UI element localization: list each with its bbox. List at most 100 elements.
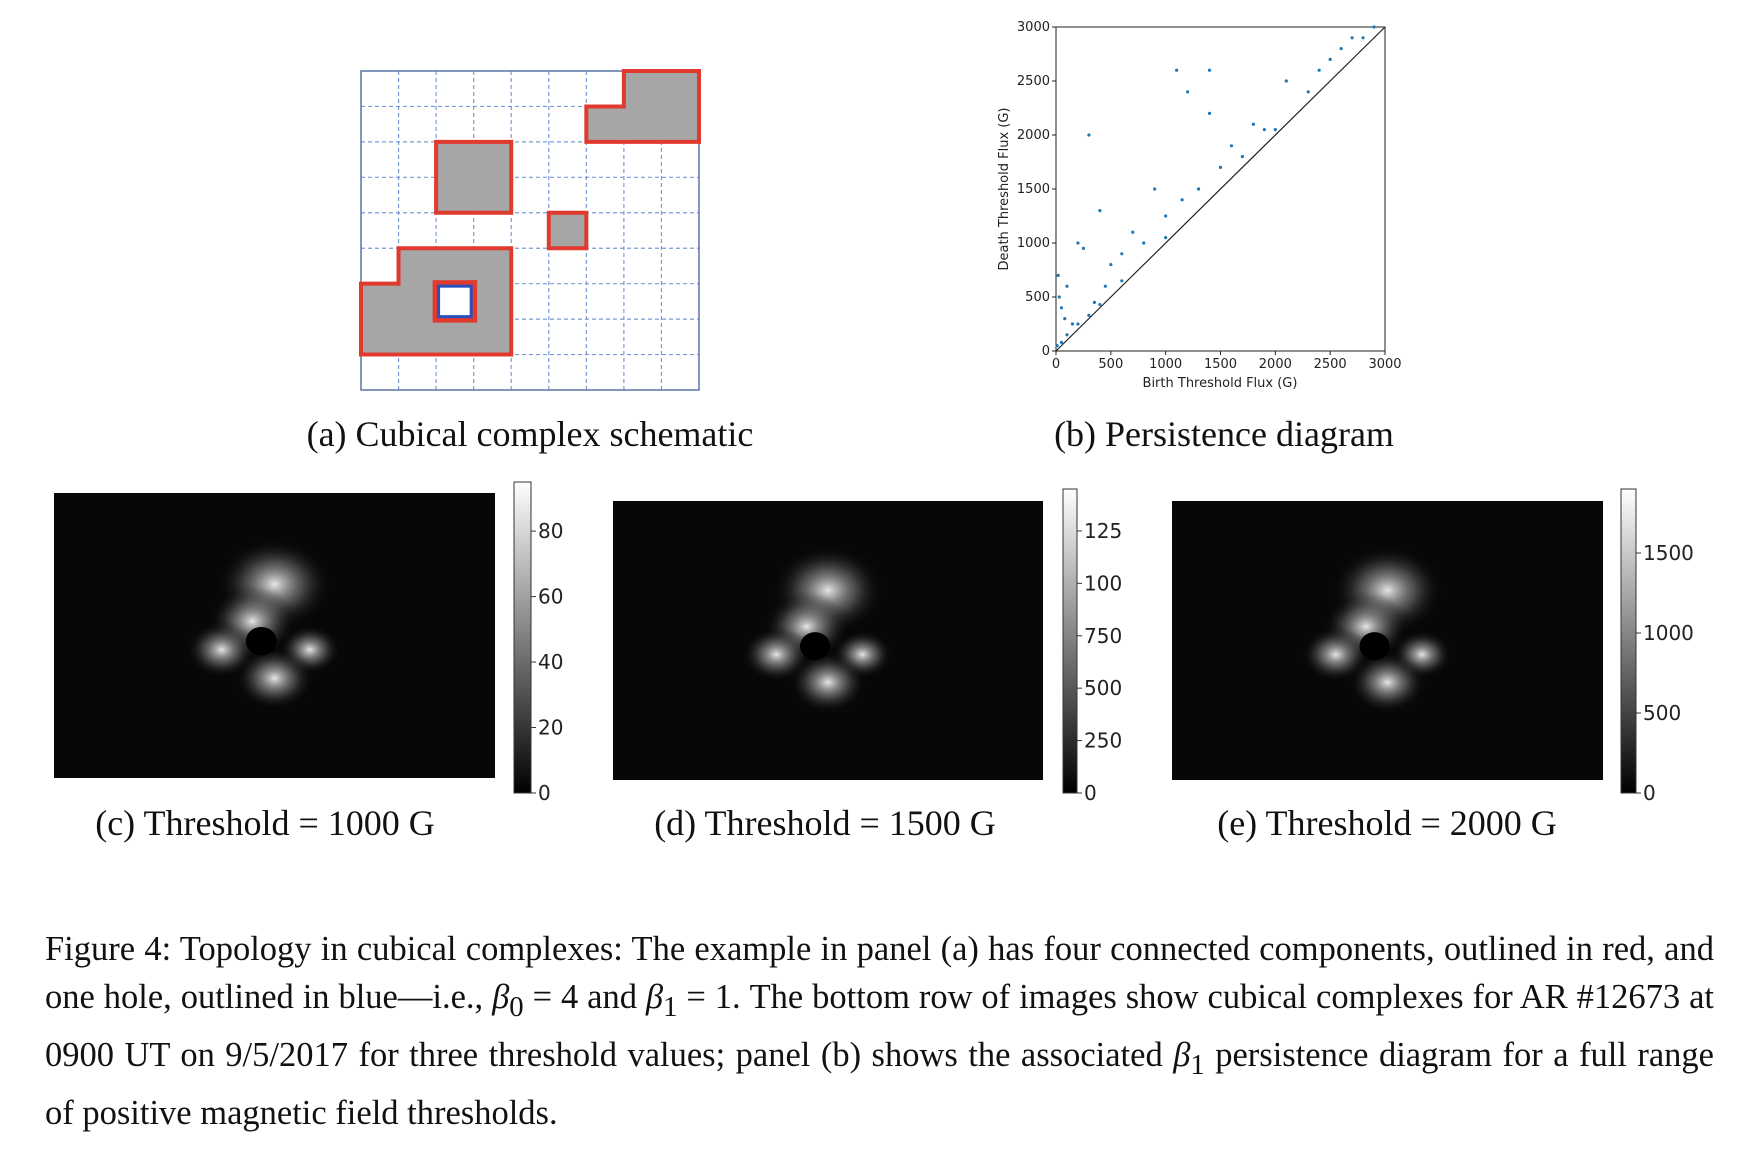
panel-caption: (c) Threshold = 1000 G bbox=[95, 803, 435, 843]
point bbox=[1372, 25, 1376, 29]
colorbar-tick-label: 250 bbox=[1084, 729, 1122, 753]
panel-caption: (a) Cubical complex schematic bbox=[307, 414, 754, 454]
caption-symbol: β bbox=[1173, 1035, 1191, 1074]
point bbox=[1284, 79, 1288, 83]
point bbox=[1251, 122, 1255, 126]
point bbox=[1175, 68, 1179, 72]
panel-caption: (d) Threshold = 1500 G bbox=[654, 803, 996, 843]
x-tick-label: 500 bbox=[1098, 357, 1123, 372]
x-tick-label: 2000 bbox=[1259, 357, 1292, 372]
point bbox=[1240, 155, 1245, 159]
component bbox=[546, 210, 589, 251]
x-tick-label: 1000 bbox=[1149, 357, 1182, 372]
point bbox=[1153, 187, 1157, 191]
x-tick-label: 2500 bbox=[1314, 357, 1347, 372]
point bbox=[1328, 57, 1332, 62]
component bbox=[584, 69, 701, 144]
point bbox=[1065, 284, 1069, 288]
point bbox=[1196, 187, 1201, 191]
y-tick-label: 1000 bbox=[1017, 236, 1050, 251]
point bbox=[1059, 306, 1064, 310]
point bbox=[1057, 295, 1061, 299]
point bbox=[1306, 90, 1310, 94]
component bbox=[434, 139, 514, 215]
point bbox=[1142, 241, 1146, 245]
point bbox=[1065, 333, 1069, 337]
caption-text: = 4 and bbox=[523, 978, 646, 1016]
caption-text: = 1. The bottom row of images show cubic… bbox=[45, 978, 1714, 1074]
cubical-schematic bbox=[359, 69, 701, 391]
point bbox=[1131, 230, 1135, 234]
point bbox=[1273, 128, 1277, 132]
frame bbox=[360, 70, 700, 391]
point bbox=[1098, 209, 1102, 213]
bright-region bbox=[789, 651, 867, 714]
point bbox=[1098, 302, 1102, 307]
y-tick-label: 2500 bbox=[1017, 74, 1050, 89]
bright-region bbox=[234, 646, 315, 711]
point bbox=[1076, 322, 1080, 326]
point bbox=[1120, 279, 1124, 283]
point bbox=[1229, 144, 1234, 148]
point bbox=[1081, 246, 1086, 250]
point bbox=[1109, 263, 1113, 267]
point bbox=[1103, 284, 1107, 288]
caption-subscript: 1 bbox=[1190, 1048, 1205, 1081]
x-axis-label: Birth Threshold Flux (G) bbox=[1143, 376, 1298, 391]
point bbox=[1055, 344, 1059, 348]
colorbar-tick-label: 80 bbox=[538, 519, 563, 543]
point bbox=[1076, 241, 1080, 245]
colorbar-tick-label: 0 bbox=[538, 781, 551, 805]
caption-symbol: β bbox=[645, 978, 664, 1016]
point bbox=[1180, 198, 1184, 202]
colorbar bbox=[513, 481, 532, 794]
caption-subscript: 1 bbox=[663, 990, 678, 1023]
colorbar-tick-label: 0 bbox=[1643, 781, 1656, 805]
y-tick-label: 2000 bbox=[1017, 128, 1050, 143]
hole-outline bbox=[437, 284, 473, 319]
colorbar-tick-label: 1500 bbox=[1643, 541, 1694, 565]
y-tick-label: 1500 bbox=[1017, 182, 1050, 197]
point bbox=[1207, 68, 1212, 72]
colorbar-tick-label: 0 bbox=[1084, 781, 1097, 805]
dark-core bbox=[800, 632, 831, 661]
point bbox=[1063, 317, 1067, 321]
colorbar-tick-label: 60 bbox=[538, 585, 563, 609]
colorbar bbox=[1062, 488, 1078, 794]
point bbox=[1070, 322, 1075, 326]
point bbox=[1164, 236, 1168, 240]
y-tick-label: 3000 bbox=[1017, 20, 1050, 35]
y-axis-label: Death Threshold Flux (G) bbox=[997, 107, 1012, 270]
colorbar-tick-label: 750 bbox=[1084, 624, 1122, 648]
point bbox=[1056, 273, 1060, 277]
point bbox=[1186, 90, 1190, 94]
point bbox=[1059, 340, 1064, 344]
x-tick-label: 1500 bbox=[1204, 357, 1237, 372]
caption-symbol: β bbox=[492, 978, 510, 1016]
colorbar-tick-label: 125 bbox=[1084, 519, 1122, 543]
dark-core bbox=[245, 626, 277, 656]
figure-caption: Figure 4: Topology in cubical complexes:… bbox=[45, 925, 1714, 1137]
point bbox=[1262, 128, 1266, 132]
diagonal bbox=[1055, 26, 1386, 352]
caption-text: persistence diagram for a full range of … bbox=[45, 1035, 1714, 1132]
bright-region bbox=[1348, 651, 1427, 714]
x-tick-label: 3000 bbox=[1368, 357, 1401, 372]
point bbox=[1339, 47, 1343, 51]
y-tick-label: 0 bbox=[1042, 344, 1050, 359]
dark-core bbox=[1359, 632, 1390, 661]
colorbar-tick-label: 1000 bbox=[1643, 621, 1694, 645]
figure: (a) Cubical complex schematic (b) Persis… bbox=[54, 20, 1694, 843]
point bbox=[1207, 111, 1212, 115]
point bbox=[1317, 68, 1321, 72]
point bbox=[1120, 252, 1124, 256]
colorbar-tick-label: 100 bbox=[1084, 571, 1122, 595]
point bbox=[1218, 165, 1223, 169]
point bbox=[1164, 214, 1168, 218]
point bbox=[1361, 36, 1365, 40]
point bbox=[1350, 36, 1354, 40]
point bbox=[1087, 133, 1091, 137]
panel-caption: (b) Persistence diagram bbox=[1054, 414, 1394, 454]
colorbar-tick-label: 500 bbox=[1084, 676, 1122, 700]
